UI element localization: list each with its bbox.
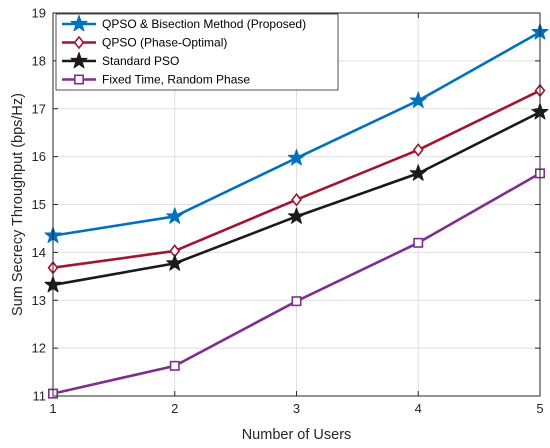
x-axis-label: Number of Users bbox=[242, 427, 352, 443]
data-point bbox=[287, 149, 306, 166]
data-point bbox=[169, 360, 180, 371]
x-tick-labels: 1 2 3 4 5 bbox=[49, 401, 543, 416]
y-tick-label: 14 bbox=[32, 245, 46, 260]
y-tick-label: 12 bbox=[32, 341, 46, 356]
legend: QPSO & Bisection Method (Proposed) QPSO (… bbox=[55, 13, 339, 91]
y-axis-label: Sum Secrecy Throughput (bps/Hz) bbox=[10, 93, 26, 316]
data-point bbox=[291, 192, 302, 207]
y-tick-label: 15 bbox=[32, 197, 46, 212]
x-tick-label: 1 bbox=[49, 401, 56, 416]
data-point bbox=[413, 237, 424, 248]
data-point bbox=[291, 296, 302, 307]
legend-entry: Fixed Time, Random Phase bbox=[62, 73, 250, 87]
x-tick-label: 5 bbox=[536, 401, 543, 416]
data-point bbox=[70, 15, 88, 32]
legend-label: QPSO (Phase-Optimal) bbox=[102, 36, 227, 50]
data-point bbox=[166, 254, 184, 271]
data-point bbox=[412, 143, 424, 157]
y-tick-label: 13 bbox=[32, 293, 46, 308]
x-tick-label: 2 bbox=[171, 401, 178, 416]
legend-label: Fixed Time, Random Phase bbox=[102, 73, 250, 87]
legend-entry: Standard PSO bbox=[62, 52, 179, 69]
data-point bbox=[73, 35, 85, 50]
data-point bbox=[74, 74, 85, 85]
legend-label: QPSO & Bisection Method (Proposed) bbox=[102, 17, 306, 31]
legend-label: Standard PSO bbox=[102, 54, 179, 68]
y-tick-label: 17 bbox=[32, 101, 46, 116]
y-tick-label: 19 bbox=[32, 6, 46, 21]
data-point bbox=[287, 207, 306, 224]
tick-marks bbox=[52, 12, 541, 397]
y-tick-label: 18 bbox=[32, 53, 46, 68]
data-point bbox=[409, 164, 427, 181]
data-point bbox=[409, 91, 427, 108]
data-point bbox=[166, 207, 184, 224]
data-point bbox=[70, 52, 88, 69]
legend-box bbox=[55, 13, 339, 91]
legend-entry: QPSO (Phase-Optimal) bbox=[62, 36, 227, 50]
y-tick-label: 11 bbox=[33, 389, 47, 404]
legend-entry: QPSO & Bisection Method (Proposed) bbox=[62, 15, 306, 32]
x-tick-label: 3 bbox=[293, 401, 300, 416]
y-tick-label: 16 bbox=[32, 149, 46, 164]
x-tick-label: 4 bbox=[415, 401, 422, 416]
y-tick-labels: 11 12 13 14 15 16 17 18 19 bbox=[32, 6, 46, 404]
